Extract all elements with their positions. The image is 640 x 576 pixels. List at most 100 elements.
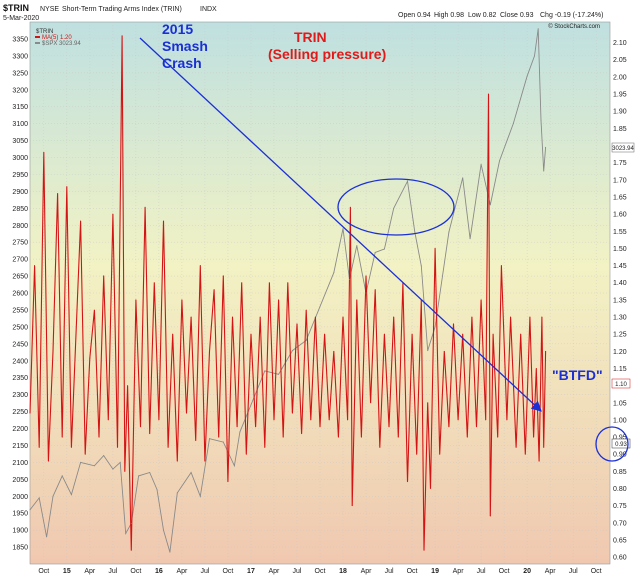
trin-point (296, 323, 298, 325)
left-tick-label: 2400 (12, 358, 28, 365)
trin-point (127, 385, 129, 387)
trin-point (199, 265, 201, 267)
trin-point (489, 515, 491, 517)
trin-point (186, 412, 188, 414)
trin-point (75, 333, 77, 335)
trin-point (227, 481, 229, 483)
trin-last-text: 0.93 (615, 442, 627, 448)
trin-point (190, 316, 192, 318)
spx-point (162, 529, 164, 531)
trin-point (153, 282, 155, 284)
spx-point (480, 163, 482, 165)
left-tick-label: 1950 (12, 511, 28, 518)
left-tick-label: 2500 (12, 324, 28, 331)
date-label: 5-Mar-2020 (3, 15, 39, 22)
left-tick-label: 2950 (12, 172, 28, 179)
spx-point (278, 373, 280, 375)
spx-point (138, 475, 140, 477)
legend-spx: $SPX 3023.94 (42, 41, 81, 47)
trin-point (416, 453, 418, 455)
x-tick-label: Oct (222, 568, 233, 575)
right-tick-label: 1.95 (613, 92, 627, 99)
trin-point (466, 436, 468, 438)
left-tick-label: 3000 (12, 155, 28, 162)
right-tick-label: 1.50 (613, 246, 627, 253)
left-tick-label: 3250 (12, 70, 28, 77)
trin-point (43, 151, 45, 153)
spx-point (420, 265, 422, 267)
chart-header: $TRIN NYSE Short-Term Trading Arms Index… (3, 3, 603, 22)
annotations: 2015 Smash Crash TRIN (Selling pressure)… (139, 21, 629, 462)
trend-arrow (139, 37, 542, 412)
trin-point (383, 333, 385, 335)
spx-point (190, 472, 192, 474)
trin-point (443, 350, 445, 352)
spx-point (374, 251, 376, 253)
trin-point (236, 426, 238, 428)
trin-point (439, 453, 441, 455)
trin-last-tag (611, 438, 631, 449)
right-tick-label: 1.85 (613, 126, 627, 133)
spx-point (70, 494, 72, 496)
spx-point (427, 350, 429, 352)
highlight-ellipse-last (595, 426, 629, 462)
change-label: Chg -0.19 (-17.24%) (540, 12, 603, 19)
description-label: Short-Term Trading Arms Index (TRIN) (62, 6, 182, 13)
left-tick-label: 2050 (12, 477, 28, 484)
trin-point (388, 426, 390, 428)
trin-point (135, 299, 137, 301)
open-label: Open 0.94 (398, 12, 431, 19)
x-tick-label: Jul (293, 568, 302, 575)
spx-point (333, 272, 335, 274)
legend-swatch-ma (35, 36, 40, 38)
left-tick-label: 2550 (12, 307, 28, 314)
trin-point (510, 316, 512, 318)
trin-point (434, 247, 436, 249)
x-tick-label: Apr (545, 568, 557, 575)
trin-point (314, 316, 316, 318)
trin-point (162, 220, 164, 222)
trin-point (365, 275, 367, 277)
trin-point (116, 446, 118, 448)
trin-point (310, 419, 312, 421)
spx-point (383, 248, 385, 250)
spx-point (29, 509, 31, 511)
spx-point (222, 441, 224, 443)
trin-point (360, 436, 362, 438)
spx-point (93, 465, 95, 467)
left-tick-label: 2650 (12, 274, 28, 281)
trin-point (374, 289, 376, 291)
x-tick-label: 18 (339, 568, 347, 575)
right-tick-label: 1.15 (613, 366, 627, 373)
right-tick-label: 1.35 (613, 297, 627, 304)
right-tick-label: 2.05 (613, 57, 627, 64)
trin-point (232, 316, 234, 318)
x-tick-label: Apr (176, 568, 188, 575)
x-tick-label: Oct (499, 568, 510, 575)
trin-ma-text: 1.10 (615, 382, 627, 388)
spx-point (176, 492, 178, 494)
right-tick-label: 2.00 (613, 74, 627, 81)
spx-point (356, 245, 358, 247)
trin-point (471, 316, 473, 318)
trin-point (333, 350, 335, 352)
trin-point (57, 193, 59, 195)
x-axis: Oct 15 Apr Jul Oct 16 Apr Jul Oct 17 Apr Jul Oct 18 Ap… (38, 568, 601, 575)
spx-point (239, 431, 241, 433)
right-tick-label: 1.05 (613, 400, 627, 407)
trin-point (103, 275, 105, 277)
trin-ma-tag (611, 378, 631, 389)
trin-point (535, 367, 537, 369)
trin-point (429, 488, 431, 490)
btfd-annotation: "BTFD" (552, 367, 603, 383)
spx-point (169, 551, 171, 553)
x-tick-label: 16 (155, 568, 163, 575)
right-tick-label: 1.00 (613, 417, 627, 424)
trin-point (487, 93, 489, 95)
right-axis: 0.60 0.65 0.70 0.75 0.80 0.85 0.90 0.95 1.00 1.05… (613, 40, 627, 562)
crash-annotation-line2: Smash (162, 38, 208, 54)
left-tick-label: 3350 (12, 36, 28, 43)
left-tick-label: 3200 (12, 87, 28, 94)
trin-point (427, 402, 429, 404)
trin-point (181, 299, 183, 301)
